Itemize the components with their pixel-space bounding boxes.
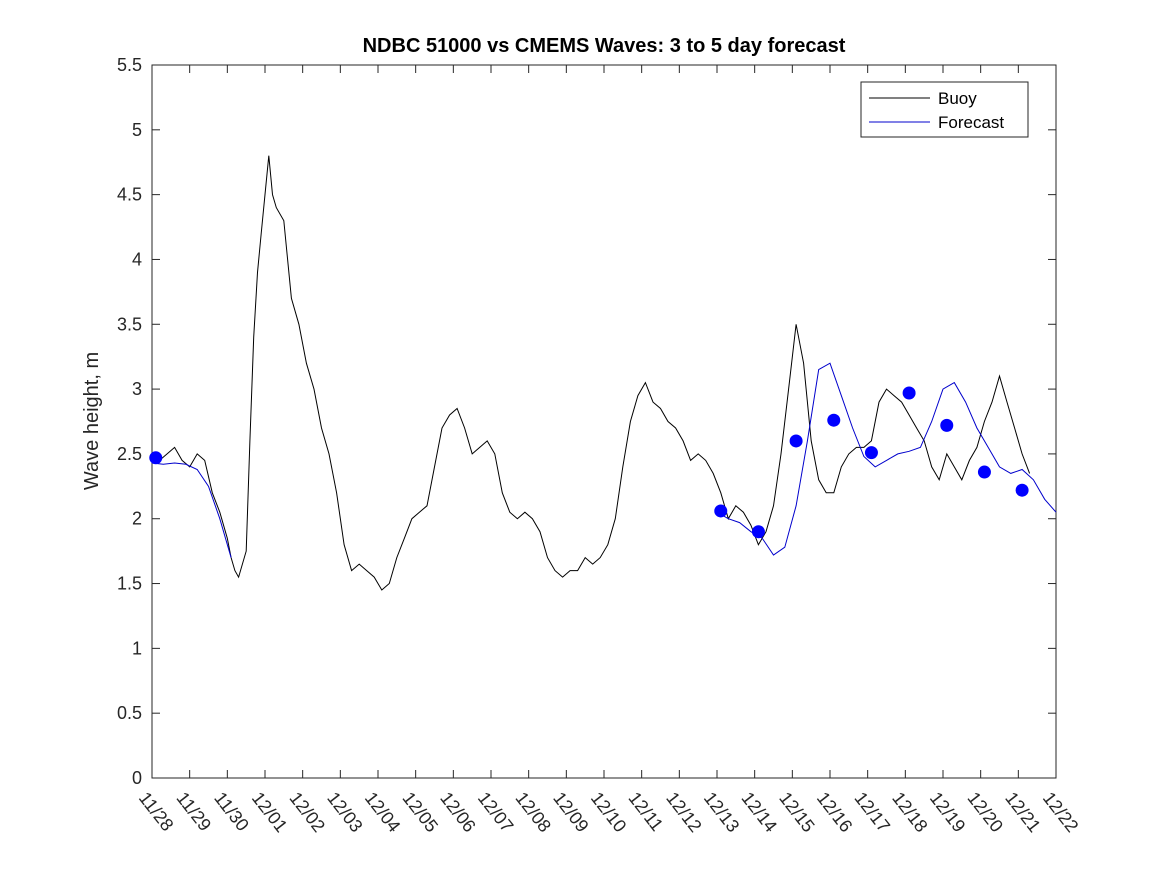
y-axis: 0 0.5 1 1.5 2 2.5 3 3.5 4 4.5 5 5.5 bbox=[117, 55, 1056, 788]
markers-layer bbox=[149, 386, 1029, 539]
y-tick-label: 4 bbox=[132, 249, 142, 269]
legend-box bbox=[860, 81, 1029, 138]
y-tick-label: 0.5 bbox=[117, 703, 142, 723]
series-line-buoy bbox=[151, 155, 1031, 591]
forecast-marker bbox=[827, 413, 841, 427]
chart-title: NDBC 51000 vs CMEMS Waves: 3 to 5 day fo… bbox=[363, 35, 846, 57]
forecast-marker bbox=[149, 451, 163, 465]
legend: Buoy Forecast bbox=[860, 81, 1029, 138]
y-tick-label: 2 bbox=[132, 509, 142, 529]
y-tick-label: 1.5 bbox=[117, 574, 142, 594]
forecast-marker bbox=[940, 418, 954, 432]
forecast-marker bbox=[789, 434, 803, 448]
series-layer bbox=[151, 155, 1057, 591]
forecast-marker bbox=[751, 525, 765, 539]
forecast-marker bbox=[902, 386, 916, 400]
axes-box bbox=[151, 64, 1057, 779]
forecast-marker bbox=[1015, 483, 1029, 497]
legend-label-buoy: Buoy bbox=[938, 89, 977, 108]
plot-area bbox=[151, 64, 1057, 779]
forecast-marker bbox=[977, 465, 991, 479]
y-tick-label: 2.5 bbox=[117, 444, 142, 464]
y-tick-label: 0 bbox=[132, 768, 142, 788]
y-tick-label: 5.5 bbox=[117, 55, 142, 75]
forecast-marker bbox=[714, 504, 728, 518]
y-tick-label: 1 bbox=[132, 638, 142, 658]
y-axis-label: Wave height, m bbox=[81, 352, 103, 490]
y-tick-label: 4.5 bbox=[117, 185, 142, 205]
y-tick-label: 5 bbox=[132, 120, 142, 140]
series-line-forecast-2 bbox=[716, 362, 1057, 556]
y-tick-label: 3 bbox=[132, 379, 142, 399]
y-tick-label: 3.5 bbox=[117, 314, 142, 334]
forecast-marker bbox=[864, 446, 878, 460]
series-line-forecast bbox=[151, 462, 232, 558]
legend-label-forecast: Forecast bbox=[938, 113, 1004, 132]
